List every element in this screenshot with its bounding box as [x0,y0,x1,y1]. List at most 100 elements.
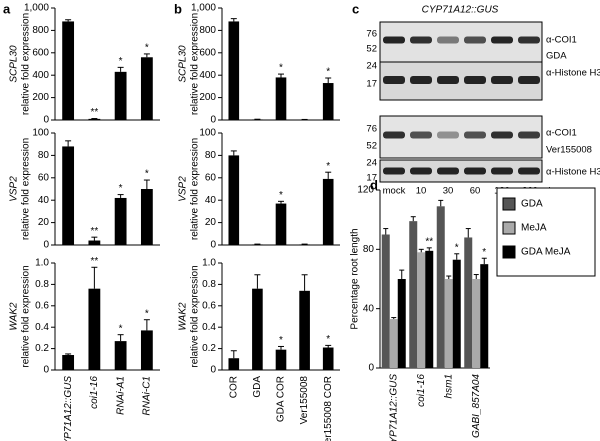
panel-label: b [174,1,182,16]
antibody-label: α-Histone H3 [546,68,600,79]
bar [322,178,334,245]
blot-band [491,131,513,139]
y-axis-gene: WAK2 [178,302,189,331]
bar [397,279,406,368]
y-tick-label: 0 [43,365,49,376]
bar [299,290,310,370]
bar [417,252,426,368]
bar [436,206,445,368]
error-bar [65,19,72,22]
y-tick-label: 0 [368,363,374,374]
legend-swatch [502,197,516,211]
blot-box [379,159,543,183]
y-axis-label: relative fold expression [190,138,201,240]
error-bar [325,344,332,348]
error-bar [383,228,389,235]
significance: ** [90,226,98,237]
y-tick-label: 0.2 [202,343,216,354]
bar [275,77,287,120]
significance: * [145,169,149,180]
x-tick-label: Ver155008 [299,376,310,425]
y-tick-label: 200 [199,92,216,103]
significance: * [145,43,149,54]
bar [252,288,263,370]
bar [114,197,127,245]
significance: ** [425,236,433,247]
bar [62,146,75,245]
blot-band [383,167,405,175]
blot-band [464,76,486,84]
treatment-label: Ver155008 [546,145,592,156]
y-tick-label: 0 [210,365,216,376]
bar [88,118,101,120]
bar [114,341,127,370]
y-tick-label: 120 [357,185,374,196]
lane-label: 30 [443,186,454,197]
blot-panel [379,21,543,183]
bar [140,57,153,120]
y-tick-label: 0.4 [202,322,216,333]
legend-swatch [502,245,516,259]
error-bar [446,275,452,279]
y-tick-label: 100 [32,128,49,139]
blot-band [518,131,540,139]
blot-band [518,167,540,175]
error-bar [91,266,98,289]
y-axis-gene: SCPL30 [9,45,20,83]
error-bar [418,248,424,253]
significance: * [482,247,486,258]
bar [322,347,334,370]
blot-box [379,21,543,63]
blot-band [518,36,540,44]
bar [452,259,461,368]
y-axis-gene: WAK2 [9,302,20,331]
y-tick-label: 0.4 [35,322,49,333]
legend-label: GDA [521,199,543,210]
y-tick-label: 0.8 [35,279,49,290]
bar [140,189,153,245]
blot-band [437,131,459,139]
bar [275,203,287,245]
panel-label: d [370,177,378,192]
x-tick-label: RNAi-A1 [115,376,126,415]
significance: * [279,63,283,74]
lane-label: 60 [470,186,481,197]
x-tick-label: hsm1 [443,374,454,398]
y-tick-label: 600 [199,47,216,58]
y-tick-label: 0.8 [202,279,216,290]
y-tick-label: 400 [199,70,216,81]
blot-bands [383,36,540,175]
bar [409,221,418,368]
bar [88,288,101,370]
bar [228,358,240,370]
bar [322,83,334,120]
y-tick-label: 200 [32,92,49,103]
y-tick-label: 40 [205,195,217,206]
error-bar [454,253,460,260]
lane-label: 10 [416,186,427,197]
x-tick-label: GABI_857A04 [471,374,482,438]
error-bar [473,274,479,279]
y-tick-label: 20 [205,217,217,228]
blot-band [464,167,486,175]
antibody-label: α-COI1 [546,128,577,139]
error-bar [391,317,397,320]
bar [480,264,489,368]
y-tick-label: 1.0 [35,258,49,269]
x-tick-label: GDA COR [276,376,287,422]
significance: * [455,242,459,253]
y-tick-label: 0 [210,115,216,126]
legend-swatch [502,221,516,235]
error-bar [481,257,487,265]
y-tick-label: 100 [199,128,216,139]
marker-label: 52 [366,44,377,55]
error-bar [426,247,432,251]
treatment-label: GDA [546,51,567,62]
y-tick-label: 80 [205,150,217,161]
significance: * [119,183,123,194]
marker-label: 17 [366,79,377,90]
error-bar [230,18,237,22]
y-tick-label: 0 [43,115,49,126]
blot-band [518,76,540,84]
